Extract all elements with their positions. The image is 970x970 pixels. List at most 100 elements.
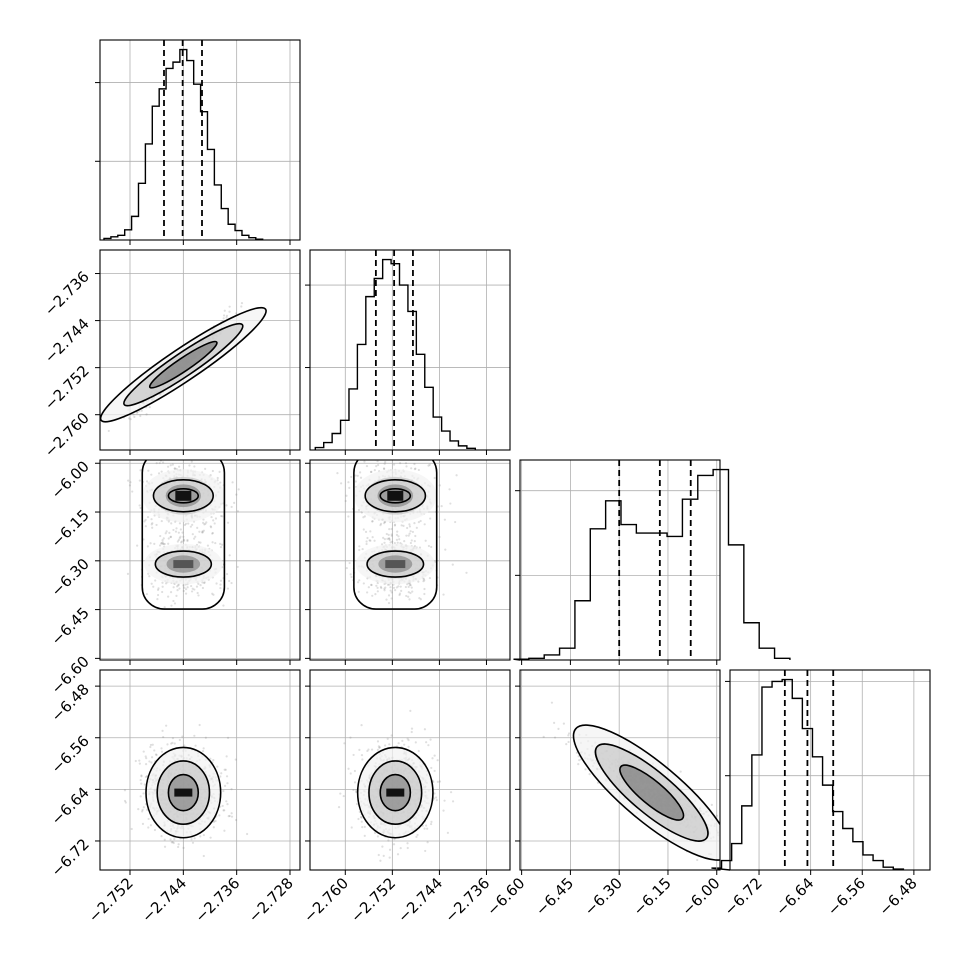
sample-point: [198, 723, 201, 727]
sample-point: [409, 709, 412, 712]
sample-point: [417, 580, 420, 583]
sample-point: [226, 803, 229, 806]
density-peak: [174, 788, 193, 797]
sample-point: [417, 468, 420, 472]
sample-point: [348, 561, 351, 565]
sample-point: [161, 581, 164, 584]
sample-point: [444, 548, 447, 551]
sample-point: [449, 502, 452, 505]
sample-point: [152, 443, 154, 445]
sample-point: [161, 585, 164, 588]
sample-point: [163, 838, 166, 841]
sample-point: [139, 795, 142, 798]
sample-point: [179, 535, 182, 538]
sample-point: [411, 530, 415, 534]
sample-point: [405, 594, 408, 598]
sample-point: [231, 481, 234, 484]
sample-point: [370, 470, 373, 473]
sample-point: [233, 501, 236, 504]
sample-point: [407, 745, 410, 748]
sample-point: [144, 763, 148, 766]
sample-point: [237, 488, 240, 491]
sample-point: [347, 481, 350, 484]
sample-point: [219, 775, 222, 778]
sample-point: [157, 472, 161, 475]
density-peak: [386, 788, 405, 797]
sample-point: [419, 598, 422, 601]
sample-point: [377, 745, 380, 748]
sample-point: [369, 470, 373, 474]
sample-point: [202, 747, 205, 750]
sample-point: [438, 484, 441, 487]
sample-point: [210, 515, 213, 519]
sample-point: [363, 825, 366, 828]
sample-point: [205, 521, 208, 524]
sample-point: [400, 524, 403, 527]
sample-point: [415, 526, 418, 529]
sample-point: [399, 846, 402, 850]
sample-point: [406, 583, 409, 586]
sample-point: [142, 750, 145, 753]
sample-point: [150, 761, 153, 764]
sample-point: [188, 464, 191, 467]
sample-point: [236, 565, 239, 569]
sample-point: [354, 480, 357, 483]
contour-level: [141, 460, 226, 610]
sample-point: [230, 581, 233, 585]
sample-point: [184, 592, 188, 595]
sample-point: [155, 753, 158, 757]
sample-point: [228, 814, 231, 818]
sample-point: [177, 843, 180, 846]
sample-point: [145, 757, 148, 760]
sample-point: [392, 586, 396, 589]
sample-point: [167, 595, 170, 598]
sample-point: [177, 584, 180, 587]
sample-point: [191, 841, 195, 844]
sample-point: [225, 316, 228, 319]
sample-point: [380, 543, 384, 546]
sample-point: [214, 517, 218, 520]
sample-point: [378, 746, 381, 749]
sample-point: [219, 579, 223, 582]
sample-point: [413, 462, 416, 466]
sample-point: [178, 522, 182, 525]
sample-point: [182, 589, 185, 593]
sample-point: [170, 742, 173, 745]
sample-point: [415, 835, 418, 838]
sample-point: [369, 530, 372, 533]
sample-point: [433, 754, 436, 757]
sample-point: [387, 537, 391, 540]
sample-point: [171, 463, 174, 466]
sample-point: [171, 741, 174, 744]
sample-point: [211, 592, 214, 595]
sample-point: [395, 538, 399, 541]
sample-point: [413, 522, 416, 525]
sample-point: [226, 521, 230, 524]
sample-point: [228, 579, 231, 583]
sample-point: [156, 588, 160, 591]
sample-point: [172, 599, 175, 603]
sample-point: [383, 538, 386, 541]
sample-point: [219, 542, 222, 545]
sample-point: [163, 542, 166, 546]
sample-point: [201, 530, 204, 533]
sample-point: [148, 575, 151, 578]
sample-point: [223, 829, 226, 832]
sample-point: [376, 835, 379, 838]
sample-point: [362, 516, 365, 519]
sample-point: [155, 462, 158, 465]
sample-point: [189, 525, 192, 528]
sample-point: [172, 586, 175, 589]
sample-point: [140, 774, 143, 777]
sample-point: [234, 818, 238, 822]
contour-level: [123, 322, 244, 407]
sample-point: [390, 534, 393, 537]
contour-level: [353, 460, 438, 610]
sample-point: [222, 789, 225, 793]
sample-point: [153, 828, 157, 832]
sample-point: [211, 541, 214, 544]
sample-point: [449, 791, 453, 794]
sample-point: [131, 490, 134, 493]
panel-frame: [309, 459, 511, 661]
sample-point: [167, 542, 170, 545]
